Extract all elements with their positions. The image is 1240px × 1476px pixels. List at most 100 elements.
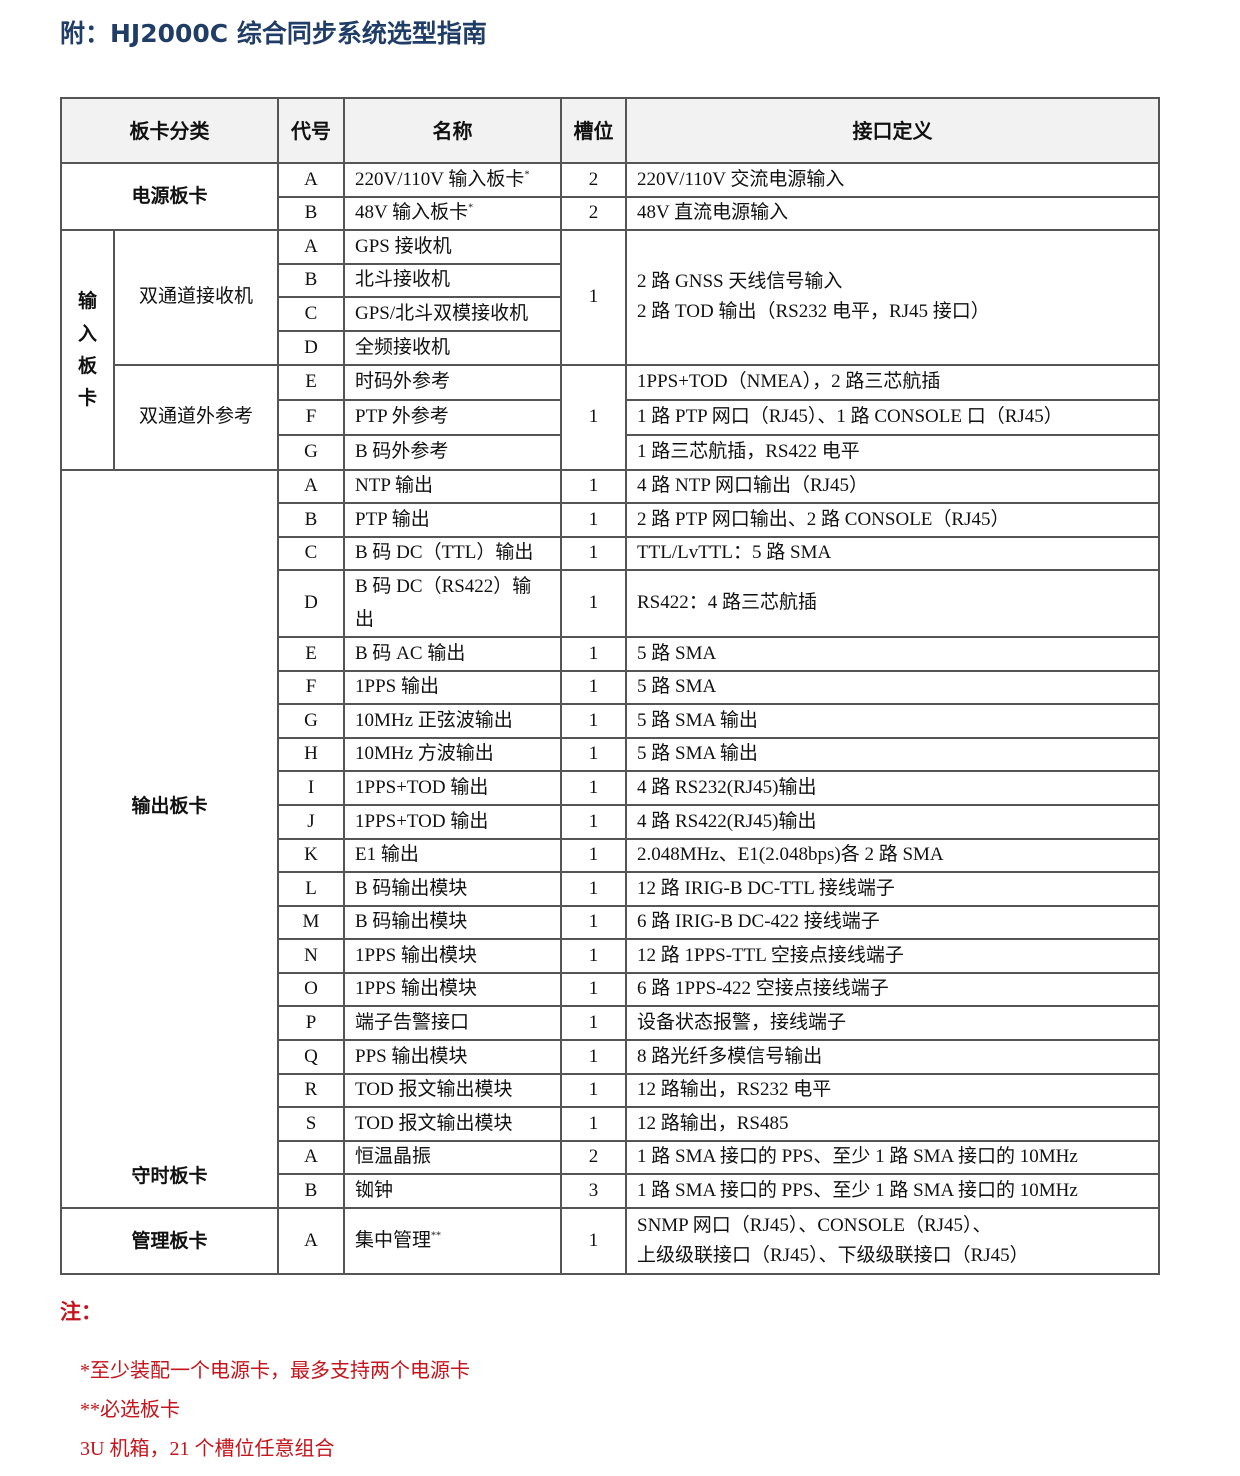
category-holdover: 守时板卡 [131, 1164, 208, 1187]
interface-cell: 1 路 SMA 接口的 PPS、至少 1 路 SMA 接口的 10MHz [625, 1139, 1160, 1176]
code-cell: A [277, 1139, 345, 1176]
table-row: 输出板卡 守时板卡 A NTP 输出 1 4 路 NTP 网口输出（RJ45） [60, 468, 1160, 1210]
name-cell: 北斗接收机 [343, 262, 562, 299]
interface-line: 设备状态报警，接线端子 [637, 1012, 847, 1034]
table-row: 管理板卡 A 集中管理** 1 SNMP 网口（RJ45）、CONSOLE（RJ45）、… [60, 1207, 1160, 1276]
code-cell: B [277, 502, 345, 538]
slot-cell: 1 [560, 569, 627, 638]
interface-line: 12 路输出，RS232 电平 [637, 1079, 832, 1101]
interface-line: 6 路 IRIG-B DC-422 接线端子 [637, 911, 880, 933]
interface-cell: 5 路 SMA 输出 [625, 736, 1160, 773]
name-cell: 10MHz 正弦波输出 [343, 703, 562, 739]
name-text: B 码外参考 [355, 440, 449, 462]
interface-cell: SNMP 网口（RJ45）、CONSOLE（RJ45）、 上级级联接口（RJ45）… [625, 1207, 1160, 1276]
subcategory-receivers: 双通道接收机 [113, 229, 279, 366]
slot-cell: 1 [560, 1072, 627, 1109]
footnote-mark: ** [431, 1230, 442, 1242]
table-row: B PTP 输出 1 2 路 PTP 网口输出、2 路 CONSOLE（RJ45） [61, 502, 1160, 538]
name-cell: B 码外参考 [343, 433, 562, 471]
slot-cell: 1 [560, 770, 627, 806]
interface-line: 12 路输出，RS485 [637, 1112, 789, 1134]
name-cell: B 码 DC（RS422）输出 [343, 569, 562, 638]
name-text: 时码外参考 [355, 370, 451, 392]
notes-section: 注： *至少装配一个电源卡，最多支持两个电源卡 **必选板卡 3U 机箱，21 … [60, 1296, 470, 1469]
slot-cell: 1 [560, 703, 627, 739]
code-cell: Q [277, 1039, 345, 1075]
slot-cell: 1 [560, 871, 627, 907]
name-text: B 码 DC（RS422）输出 [355, 576, 532, 630]
code-cell: J [277, 803, 345, 840]
name-cell: PTP 外参考 [343, 398, 562, 436]
slot-cell: 1 [560, 535, 627, 572]
code-cell: P [277, 1005, 345, 1042]
slot-cell: 1 [560, 736, 627, 773]
interface-line: 5 路 SMA [637, 676, 717, 698]
interface-line: 2.048MHz、E1(2.048bps)各 2 路 SMA [637, 844, 944, 866]
name-text: 铷钟 [355, 1180, 394, 1202]
name-cell: 1PPS+TOD 输出 [343, 803, 562, 840]
name-text: 北斗接收机 [355, 269, 451, 291]
code-cell: B [277, 1173, 345, 1210]
name-text: 恒温晶振 [355, 1146, 432, 1168]
slot-cell: 1 [560, 971, 627, 1008]
interface-line: 2 路 TOD 输出（RS232 电平，RJ45 接口） [637, 301, 990, 323]
selection-guide-table: 板卡分类 代号 名称 槽位 接口定义 电源板卡 A 220V/110V 输入板卡* 2… [60, 97, 1160, 1276]
note-item: 3U 机箱，21 个槽位任意组合 [80, 1438, 335, 1460]
interface-cell: 4 路 NTP 网口输出（RJ45） [625, 468, 1160, 505]
code-cell: F [277, 669, 345, 706]
table-row: D 全频接收机 [61, 329, 1159, 366]
name-cell: 1PPS+TOD 输出 [343, 770, 562, 806]
slot-cell: 1 [560, 1005, 627, 1042]
name-cell: B 码 AC 输出 [343, 635, 562, 672]
interface-line: 6 路 1PPS-422 空接点接线端子 [637, 978, 889, 1000]
name-text: 220V/110V 输入板卡 [355, 168, 525, 190]
header-slot: 槽位 [560, 97, 627, 164]
name-text: 1PPS+TOD 输出 [355, 810, 489, 832]
code-cell: A [277, 229, 345, 265]
code-cell: H [277, 736, 345, 773]
interface-line: 1 路 SMA 接口的 PPS、至少 1 路 SMA 接口的 10MHz [637, 1146, 1078, 1168]
interface-line: 12 路 IRIG-B DC-TTL 接线端子 [637, 877, 895, 899]
slot-cell: 1 [560, 363, 627, 471]
footnote-mark: * [468, 202, 474, 214]
code-cell: O [277, 971, 345, 1008]
table-row: B 48V 输入板卡* 2 48V 直流电源输入 [61, 195, 1160, 232]
slot-cell: 1 [560, 1106, 627, 1142]
category-output: 输出板卡 [131, 794, 208, 817]
interface-cell: 12 路输出，RS485 [625, 1106, 1160, 1142]
table-row: P 端子告警接口 1 设备状态报警，接线端子 [61, 1005, 1160, 1042]
name-cell: 铷钟 [343, 1173, 562, 1210]
category-power: 电源板卡 [60, 161, 279, 232]
interface-cell: 1 路 SMA 接口的 PPS、至少 1 路 SMA 接口的 10MHz [625, 1173, 1160, 1210]
slot-cell: 1 [560, 938, 627, 974]
name-cell: E1 输出 [343, 837, 562, 874]
code-cell: D [277, 329, 345, 366]
name-cell: GPS/北斗双模接收机 [343, 296, 562, 332]
name-text: B 码输出模块 [355, 877, 468, 899]
interface-line: 5 路 SMA [637, 642, 717, 664]
interface-cell: 5 路 SMA 输出 [625, 703, 1160, 739]
name-text: 1PPS 输出 [355, 676, 439, 698]
name-text: 10MHz 正弦波输出 [355, 709, 513, 731]
table-row: 输入板卡双通道接收机 A GPS 接收机 1 2 路 GNSS 天线信号输入 2 路 TO… [60, 229, 1160, 471]
interface-cell: 12 路 IRIG-B DC-TTL 接线端子 [625, 871, 1160, 907]
name-text: PTP 输出 [355, 508, 430, 530]
name-text: 10MHz 方波输出 [355, 743, 494, 765]
name-cell: 1PPS 输出 [343, 669, 562, 706]
name-text: 1PPS 输出模块 [355, 944, 477, 966]
table-row: K E1 输出 1 2.048MHz、E1(2.048bps)各 2 路 SMA [61, 837, 1160, 874]
category-output-holdover: 输出板卡 守时板卡 [60, 468, 279, 1210]
code-cell: F [277, 398, 345, 436]
header-interface: 接口定义 [625, 97, 1160, 164]
interface-cell: TTL/LvTTL：5 路 SMA [625, 535, 1160, 572]
code-cell: G [277, 433, 345, 471]
name-cell: 10MHz 方波输出 [343, 736, 562, 773]
code-cell: K [277, 837, 345, 874]
code-cell: D [277, 569, 345, 638]
interface-line: 2 路 PTP 网口输出、2 路 CONSOLE（RJ45） [637, 508, 1010, 530]
interface-cell: 48V 直流电源输入 [625, 195, 1160, 232]
interface-cell: 5 路 SMA [625, 635, 1160, 672]
name-cell: B 码输出模块 [343, 904, 562, 941]
category-input: 输入板卡 [60, 229, 115, 471]
interface-cell: 2 路 PTP 网口输出、2 路 CONSOLE（RJ45） [625, 502, 1160, 538]
